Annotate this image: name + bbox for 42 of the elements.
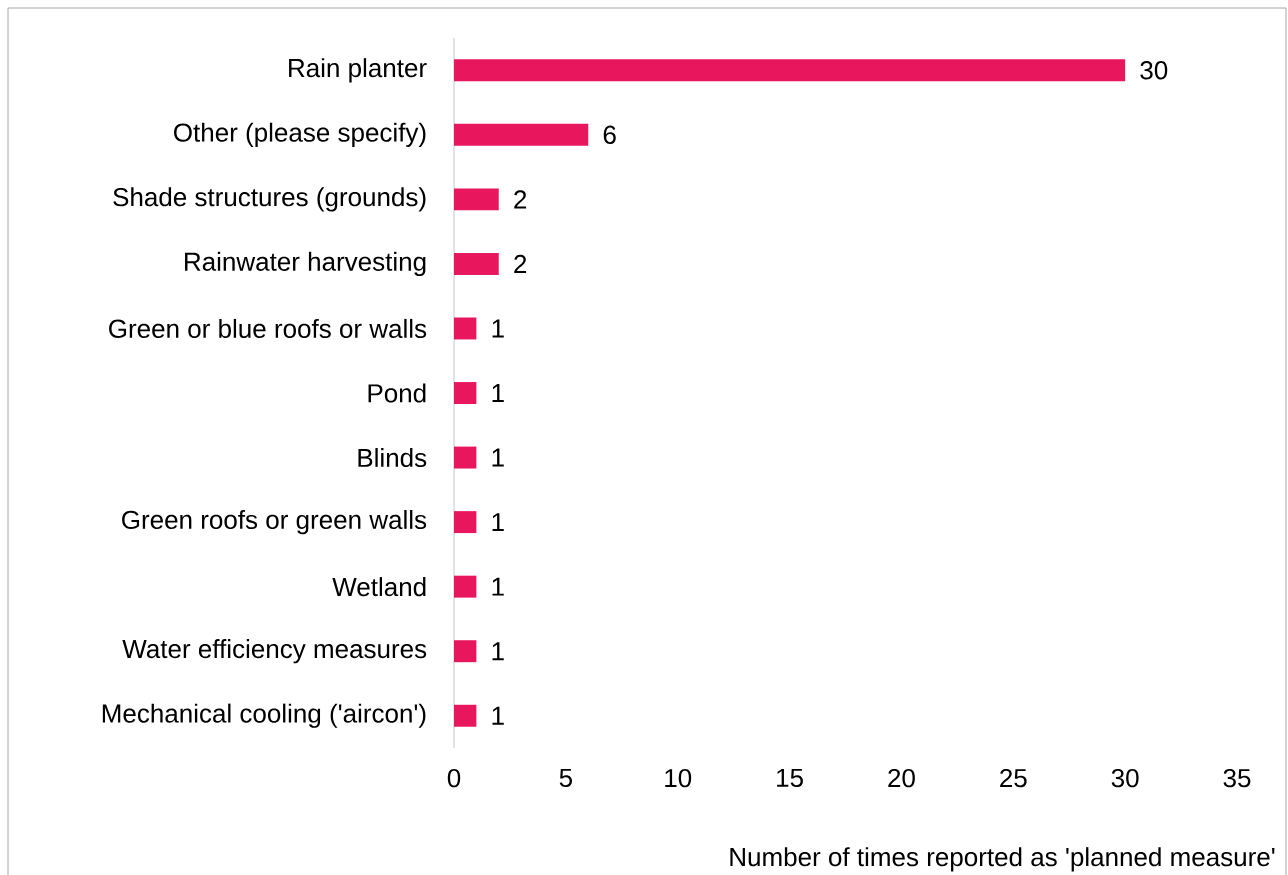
y-tick-label: Wetland: [332, 577, 426, 597]
data-label: 6: [603, 125, 616, 145]
data-label: 1: [492, 448, 504, 467]
data-label: 1: [492, 642, 504, 661]
x-tick-label: 35: [1223, 768, 1251, 788]
data-label: 2: [514, 190, 527, 209]
data-label: 1: [492, 577, 504, 596]
data-label: 1: [492, 319, 504, 338]
bar: [454, 188, 499, 211]
y-tick-label: Water efficiency measures: [122, 639, 427, 664]
data-label: 2: [514, 254, 527, 273]
bar: [454, 123, 589, 146]
bar: [454, 382, 477, 404]
bar: [454, 511, 477, 534]
data-label: 1: [492, 513, 504, 532]
data-label: 30: [1140, 61, 1168, 80]
bar: [454, 575, 477, 598]
x-tick-label: 30: [1111, 768, 1139, 788]
data-label: 1: [492, 384, 504, 402]
y-tick-label: Blinds: [358, 448, 427, 468]
y-tick-label: Green roofs or green walls: [122, 509, 427, 535]
x-tick-label: 10: [665, 768, 692, 788]
bar: [454, 704, 477, 727]
y-tick-label: Green or blue roofs or walls: [109, 318, 427, 339]
bar: [454, 446, 477, 469]
bar: [454, 640, 477, 663]
y-tick-label: Rain planter: [289, 58, 427, 83]
bar: [454, 252, 499, 275]
x-tick-label: 0: [447, 768, 461, 788]
bar: [454, 59, 1126, 82]
y-tick-label: Mechanical cooling ('aircon'): [102, 703, 426, 728]
x-tick-label: 20: [888, 768, 915, 788]
y-tick-label: Rainwater harvesting: [185, 251, 426, 277]
y-tick-label: Pond: [368, 383, 426, 403]
x-tick-label: 15: [777, 768, 803, 788]
x-tick-label: 25: [1000, 768, 1027, 788]
data-label: 1: [492, 706, 504, 725]
y-tick-label: Other (please specify): [174, 122, 426, 147]
bar: [454, 317, 477, 340]
x-tick-label: 5: [559, 768, 572, 788]
x-axis-title: Number of times reported as 'planned measure': [730, 847, 1275, 872]
y-tick-label: Shade structures (grounds): [113, 187, 426, 212]
